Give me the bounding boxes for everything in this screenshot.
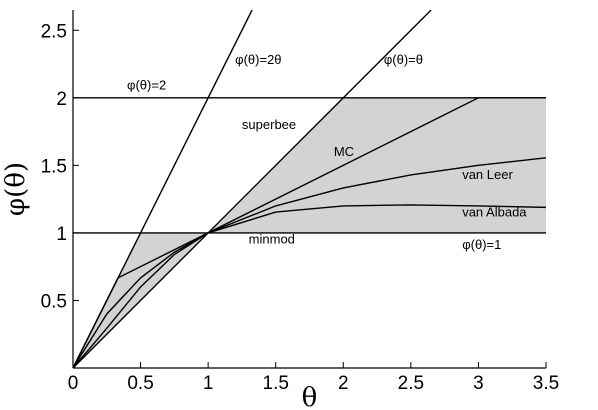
- x-tick-label: 0: [68, 373, 79, 394]
- x-tick-label: 0.5: [127, 373, 153, 394]
- annotation-phi-2: φ(θ)=2θ: [235, 52, 281, 67]
- annotation-van-leer: van Leer: [462, 167, 513, 182]
- series-van-albada: [73, 204, 546, 368]
- annotation-van-albada: van Albada: [462, 205, 527, 220]
- series-van-leer: [73, 157, 546, 368]
- x-tick-label: 1.5: [263, 373, 289, 394]
- axes-layer: [72, 10, 546, 369]
- annotation-phi: φ(θ)=θ: [384, 52, 423, 67]
- x-tick-label: 3.5: [533, 373, 559, 394]
- x-axis-title: θ: [302, 383, 318, 410]
- annotation-mc: MC: [334, 144, 354, 159]
- annotation-layer: φ(θ)=2θ φ(θ)=θ φ(θ)=2 superbee MC van Leer van…: [127, 52, 527, 252]
- tvd-shaded-region: [73, 97, 546, 369]
- y-tick-label: 1: [56, 224, 67, 245]
- series-: [73, 10, 432, 368]
- y-tick-label: 2.5: [41, 21, 67, 42]
- x-tick-label: 2.5: [398, 373, 424, 394]
- series-mc: [73, 97, 546, 368]
- series-layer: [73, 10, 546, 368]
- annotation-phi-2: φ(θ)=2: [127, 78, 166, 93]
- y-tick-label: 1.5: [41, 156, 67, 177]
- x-tick-label: 2: [338, 373, 349, 394]
- annotation-superbee: superbee: [242, 117, 296, 132]
- y-tick-label: 2: [56, 89, 67, 110]
- x-tick-label: 3: [473, 373, 484, 394]
- tvd-region-layer: [73, 97, 546, 369]
- tick-layer: 0 0.5 1 1.5 2 2.5 3 3.5 0.5 1 1.5 2 2.5: [41, 21, 560, 394]
- x-tick-label: 1: [203, 373, 214, 394]
- y-axis-title: φ(θ): [1, 162, 31, 216]
- annotation-minmod: minmod: [249, 232, 295, 247]
- y-tick-label: 0.5: [41, 291, 67, 312]
- annotation-phi-1: φ(θ)=1: [462, 237, 501, 252]
